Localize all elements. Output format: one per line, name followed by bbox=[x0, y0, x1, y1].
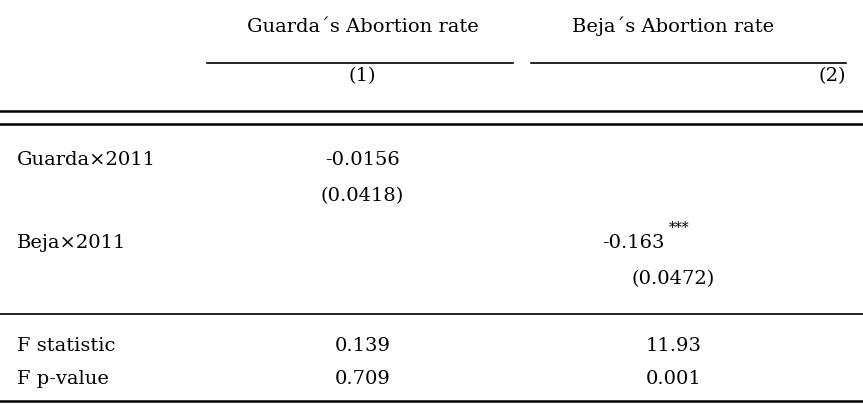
Text: -0.163: -0.163 bbox=[602, 234, 665, 252]
Text: F statistic: F statistic bbox=[17, 337, 116, 355]
Text: ***: *** bbox=[669, 221, 690, 234]
Text: 11.93: 11.93 bbox=[646, 337, 701, 355]
Text: (0.0418): (0.0418) bbox=[321, 188, 404, 205]
Text: (2): (2) bbox=[818, 67, 846, 85]
Text: 0.139: 0.139 bbox=[335, 337, 390, 355]
Text: Guarda×2011: Guarda×2011 bbox=[17, 151, 156, 169]
Text: (0.0472): (0.0472) bbox=[632, 271, 715, 288]
Text: -0.0156: -0.0156 bbox=[325, 151, 400, 169]
Text: Beja´s Abortion rate: Beja´s Abortion rate bbox=[572, 17, 774, 36]
Text: Beja×2011: Beja×2011 bbox=[17, 234, 127, 252]
Text: (1): (1) bbox=[349, 67, 376, 85]
Text: 0.001: 0.001 bbox=[646, 370, 701, 388]
Text: Guarda´s Abortion rate: Guarda´s Abortion rate bbox=[247, 19, 478, 36]
Text: F p-value: F p-value bbox=[17, 370, 109, 388]
Text: 0.709: 0.709 bbox=[335, 370, 390, 388]
